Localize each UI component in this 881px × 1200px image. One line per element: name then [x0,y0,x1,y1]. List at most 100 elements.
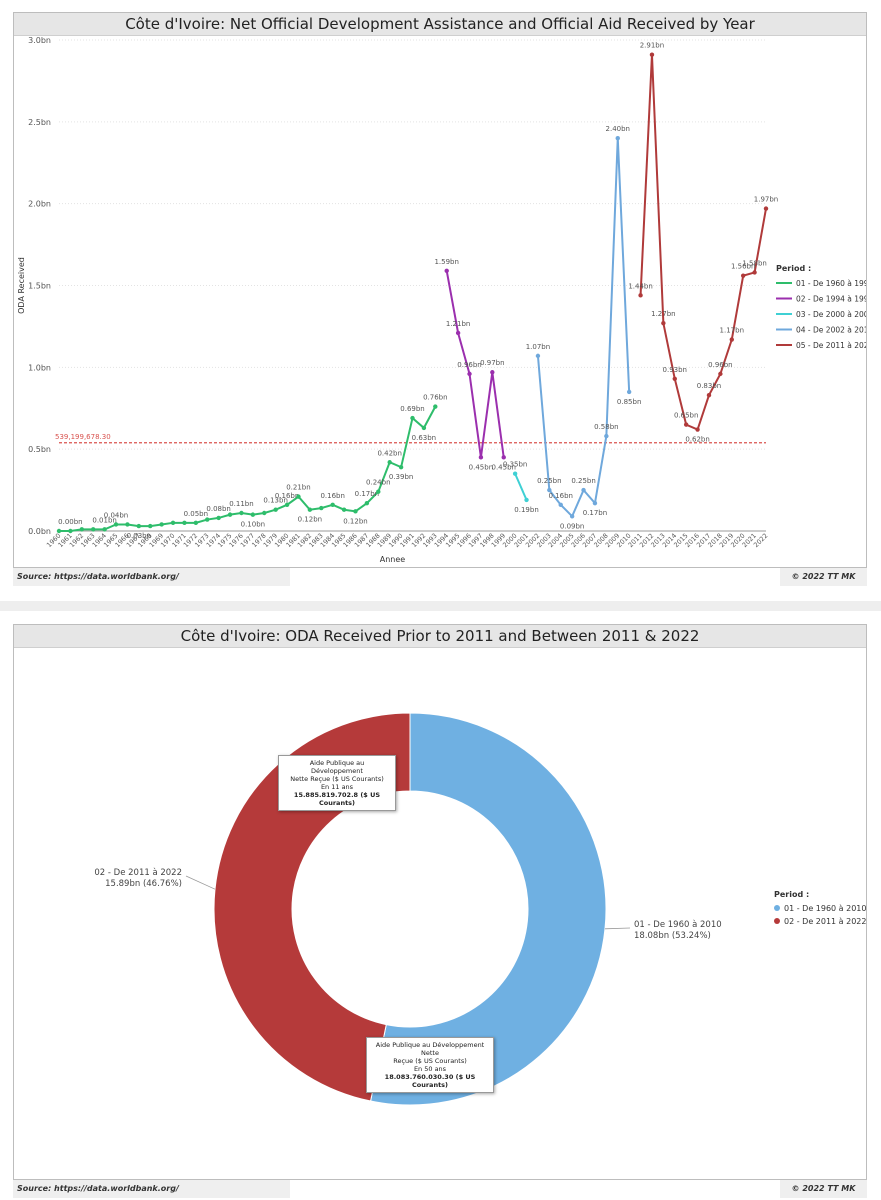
data-point [227,512,233,517]
callout-line: 18.083.760.030.30 ($ US Courants) [384,1073,476,1089]
data-label: 1.59bn [434,258,458,266]
y-tick-label: 1.5bn [28,282,51,291]
callout-line: Reçue ($ US Courants) [393,1057,467,1065]
data-point [319,505,324,511]
data-point [467,371,472,377]
data-label: 0.76bn [423,394,447,402]
y-tick-label: 2.5bn [28,118,51,127]
data-point [604,433,609,439]
section-divider [0,601,881,611]
data-label: 2.91bn [640,42,664,50]
data-point [113,522,119,527]
data-label: 0.62bn [685,436,709,444]
callout-line: En 11 ans [320,783,354,791]
data-point [478,455,484,460]
data-label: 0.85bn [617,398,641,406]
data-point [661,320,666,326]
data-point [581,487,586,493]
data-point [718,371,723,377]
y-tick-label: 2.0bn [28,200,51,209]
x-axis-label: Annee [380,555,406,564]
legend-swatch [774,905,780,911]
slice-label-name: 01 - De 1960 à 2010 [634,920,722,930]
y-tick-label: 0.5bn [28,445,51,454]
data-label: 0.63bn [412,434,436,442]
data-label: 0.39bn [389,473,413,481]
legend-item: 02 - De 1994 à 1999 [796,295,866,304]
legend-item: 03 - De 2000 à 2001 [796,310,866,319]
data-point [216,515,221,521]
slice-leader-line [604,927,631,930]
data-label: 0.93bn [663,366,687,374]
callout-line: Aide Publique au Développement Nette [375,1041,485,1057]
data-label: 0.83bn [697,382,721,390]
data-label: 0.42bn [377,449,401,457]
legend-swatch [774,918,780,924]
data-point [706,392,712,398]
line-chart-title: Côte d'Ivoire: Net Official Development … [14,13,866,36]
line-chart-copyright: © 2022 TT MK [780,568,867,586]
data-point [159,522,164,527]
data-label: 0.25bn [571,477,595,485]
data-point [547,487,552,493]
legend-item: 02 - De 2011 à 2022 [784,917,866,926]
series-line [514,473,528,501]
data-point [433,404,438,409]
data-label: 0.65bn [674,412,698,420]
data-point [91,527,96,532]
legend-title: Period : [774,890,809,899]
data-point [490,370,495,375]
oda-donut-chart-panel: Côte d'Ivoire: ODA Received Prior to 201… [13,624,867,1180]
data-point [535,353,541,359]
data-label: 0.08bn [206,505,230,513]
line-chart-svg: 0.0bn 0.5bn 1.0bn 1.5bn 2.0bn 2.5bn 3.0bn ODA R… [17,36,866,564]
callout-line: Aide Publique au Développement [309,759,365,775]
data-point [125,522,130,527]
data-label: 0.01bn [92,516,116,524]
data-label: 1.97bn [754,196,778,204]
donut-slice [213,712,411,1102]
data-label: 0.19bn [514,506,538,514]
data-point [626,389,632,395]
data-point [569,514,575,519]
data-point [592,500,598,506]
data-point [68,528,73,534]
slice-label-value: 15.89bn (46.76%) [105,879,182,889]
data-label: 1.44bn [628,282,652,290]
data-label: 0.35bn [503,461,527,469]
y-tick-label: 3.0bn [28,36,51,45]
series-line [445,270,505,458]
data-label: 0.96bn [457,361,481,369]
series-line [59,406,437,532]
legend-item: 04 - De 2002 à 2010 [796,326,866,335]
data-label: 1.21bn [446,320,470,328]
legend-title: Period : [776,264,811,273]
series-line [536,138,631,519]
data-label: 0.05bn [184,510,208,518]
data-point [558,502,563,508]
data-label: 0.24bn [366,479,390,487]
data-point [649,52,655,57]
data-point [683,422,689,427]
data-point [376,489,381,494]
data-point [205,517,210,522]
data-label: 0.09bn [560,522,584,530]
data-label: 0.45bn [491,463,515,471]
data-label: 1.58bn [742,259,766,267]
data-label: 0.13bn [263,497,287,505]
data-label: 0.96bn [708,361,732,369]
data-point [284,502,290,508]
line-chart-source: Source: https://data.worldbank.org/ [13,568,290,586]
data-point [353,509,358,514]
data-point [341,507,347,512]
legend-item: 01 - De 1960 à 2010 [784,904,866,913]
legend-item: 05 - De 2011 à 2022 [796,341,866,350]
data-label: 0.03bn [127,532,151,540]
data-label: 0.69bn [400,405,424,413]
data-point [387,460,392,465]
data-label: 0.04bn [104,511,128,519]
data-point [672,376,677,381]
data-label: 0.97bn [480,359,504,367]
data-point [615,136,620,141]
